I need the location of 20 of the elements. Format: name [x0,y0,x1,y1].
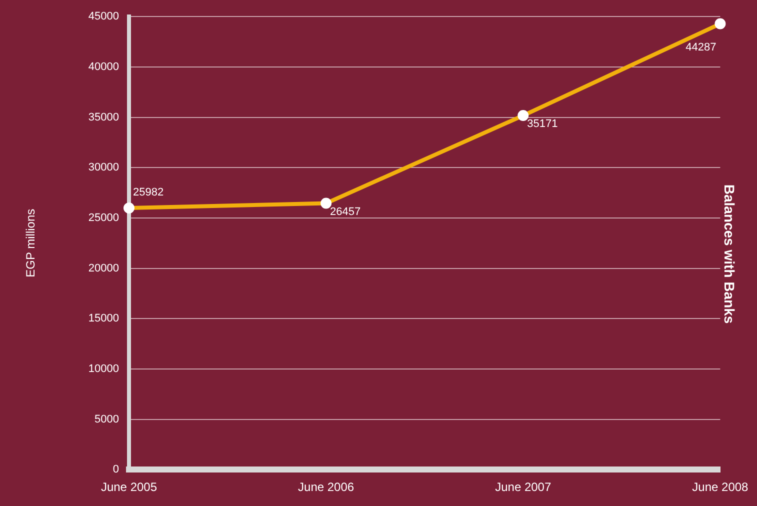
y-tick-label: 45000 [88,10,119,23]
y-axis-title: EGP millions [24,208,38,278]
data-label: 35171 [527,118,558,130]
data-label: 25982 [132,186,164,199]
y-tick-label: 20000 [88,262,119,274]
y-tick-label: 5000 [94,413,119,426]
x-tick-label: June 2005 [100,480,158,494]
y-tick-label: 30000 [88,162,119,174]
x-tick-label: June 2008 [692,480,749,494]
y-tick-label: 10000 [88,362,119,375]
data-label: 26457 [330,206,361,218]
y-tick-label: 25000 [88,212,119,224]
y-tick-label: 40000 [88,60,119,73]
y-tick-label: 15000 [88,312,119,325]
text: Balances with Banks [722,184,738,324]
data-label: 44287 [686,41,716,54]
y-tick-label: 35000 [88,111,119,124]
x-tick-label: June 2006 [298,480,354,494]
x-tick-label: June 2007 [495,480,552,494]
y-tick-label: 0 [112,464,119,476]
